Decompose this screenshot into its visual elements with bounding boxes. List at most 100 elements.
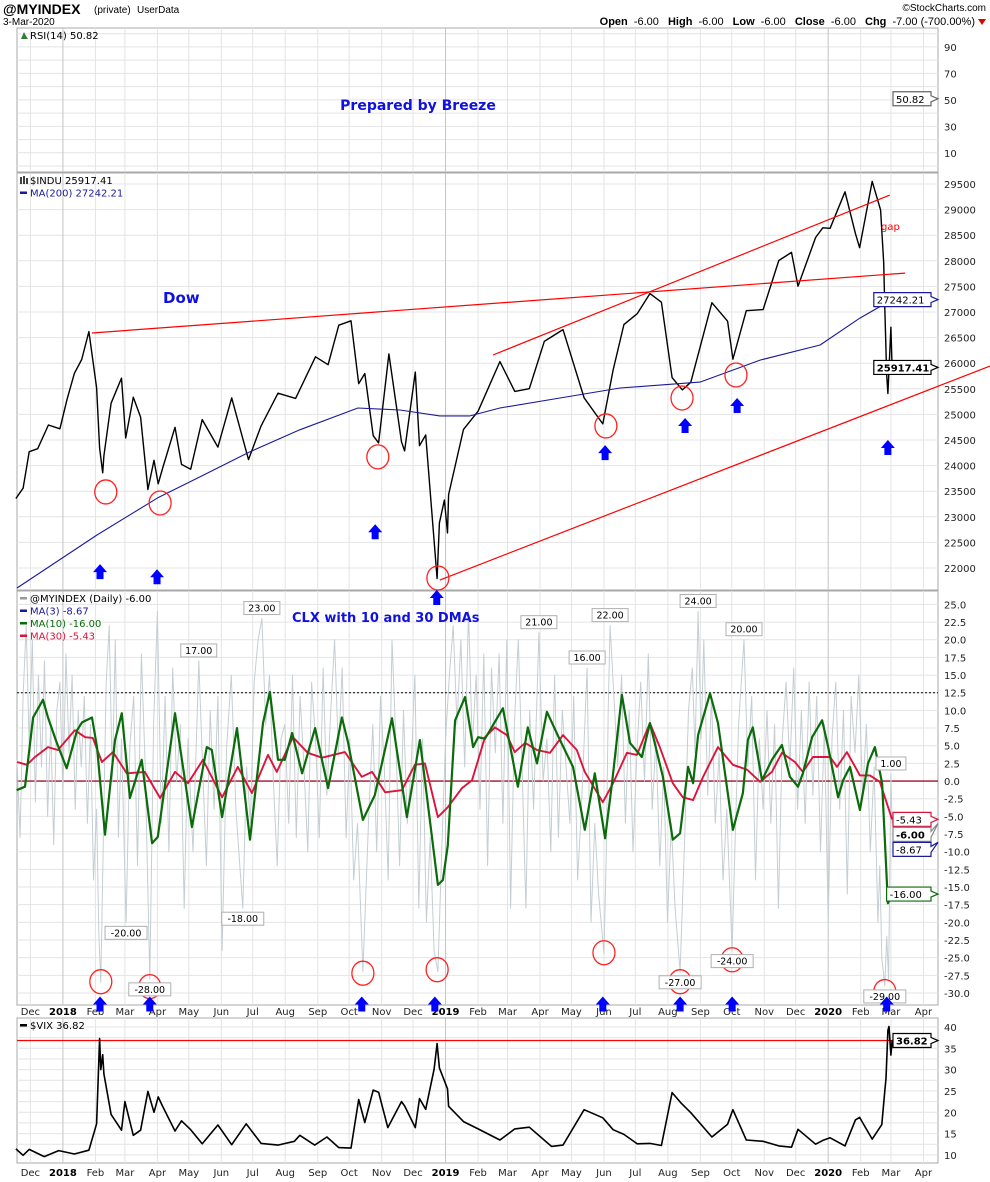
last-value-tag-box	[892, 811, 940, 828]
legend-entry: $INDU 25917.41	[30, 176, 113, 187]
symbol-source: UserData	[137, 5, 180, 16]
up-arrow-icon	[368, 524, 383, 540]
chart-panels: 10 30 50 70 90 RSI(14) 50.82 22000 22500 23000 23…	[15, 27, 990, 1179]
x-axis-month-label: Feb	[469, 1168, 487, 1179]
last-value-tag: -8.67	[892, 841, 939, 858]
value-label: -20.00	[104, 925, 148, 940]
up-arrow-icon	[595, 996, 610, 1012]
x-axis-month-label: Apr	[149, 1168, 167, 1179]
last-value-tag-box	[892, 841, 939, 858]
copyright[interactable]: ©StockCharts.com	[902, 3, 986, 14]
y-tick-label: 30	[944, 122, 957, 133]
last-value-tag-box	[873, 291, 940, 308]
value-label: 22.00	[591, 608, 629, 623]
x-axis-month-label: Feb	[87, 1007, 105, 1018]
y-tick-label: 2.5	[944, 759, 960, 770]
x-axis-month-label: May	[178, 1168, 199, 1179]
value-label-text: -27.00	[665, 978, 696, 989]
x-axis-month-label: 2019	[432, 1007, 460, 1018]
x-axis-month-label: Jun	[595, 1007, 612, 1018]
value-label: -18.00	[221, 911, 265, 926]
x-axis-month-label: Dec	[786, 1168, 805, 1179]
up-arrow-icon	[142, 996, 157, 1012]
value-label-text: 22.00	[596, 611, 623, 622]
x-axis-month-label: Oct	[723, 1168, 740, 1179]
y-tick-label: 7.5	[944, 724, 960, 735]
x-axis-month-label: Feb	[852, 1007, 870, 1018]
value-label-text: 16.00	[574, 653, 601, 664]
value-label-box	[221, 911, 265, 926]
y-tick-label: -5.0	[944, 812, 964, 823]
x-axis-month-label: Aug	[275, 1168, 295, 1179]
chart-annotations: Prepared by Breeze Dow gap CLX with 10 a…	[163, 98, 900, 626]
value-label-box	[128, 982, 172, 997]
x-axis-month-label: Oct	[723, 1007, 740, 1018]
y-tick-label: 17.5	[944, 653, 966, 664]
x-axis-month-label: Jun	[213, 1007, 230, 1018]
last-value-tag: 25917.41	[873, 359, 940, 376]
x-axis-month-label: Apr	[531, 1168, 549, 1179]
legend-entry: MA(200) 27242.21	[30, 189, 123, 200]
high-label: High	[668, 16, 693, 28]
up-arrow-icon	[354, 996, 369, 1012]
value-label: 23.00	[243, 601, 281, 616]
chart-header: @MYINDEX (private) UserData 3-Mar-2020 ©…	[3, 1, 986, 28]
x-axis-month-label: 2018	[49, 1007, 77, 1018]
x-axis-month-label: Sep	[691, 1007, 710, 1018]
value-label-text: 24.00	[684, 596, 711, 607]
x-axis-month-label: Nov	[372, 1007, 392, 1018]
panel-clx: -30.0 -27.5 -25.0 -22.5 -20.0 -17.5 -15.0 -12.5…	[16, 590, 970, 1006]
last-value-tag-box	[873, 359, 940, 376]
y-tick-label: -12.5	[944, 865, 970, 876]
overlay-layer: 50.82 27242.21 25917.41 17.00 23.00 -20.00 -28…	[89, 91, 990, 1049]
up-arrow-icon	[93, 564, 108, 580]
up-arrow-icon	[429, 590, 444, 605]
close-label: Close	[795, 16, 825, 28]
y-tick-label: 10.0	[944, 706, 966, 717]
highlight-circle	[366, 444, 390, 470]
x-axis-month-label: Feb	[469, 1007, 487, 1018]
value-label-box	[180, 643, 218, 658]
up-arrow-icon	[598, 445, 613, 461]
x-axis-month-label: Dec	[21, 1168, 40, 1179]
value-label: 21.00	[520, 615, 558, 630]
y-tick-label: 40	[944, 1023, 957, 1034]
down-triangle-icon	[978, 19, 986, 25]
highlight-circle	[351, 960, 375, 986]
highlight-circle	[148, 490, 172, 516]
panel-vix: 10 15 20 25 30 35 40 $VIX 36.82	[15, 1017, 957, 1164]
last-value-tag: -5.43	[892, 811, 940, 828]
y-tick-label: 29000	[944, 206, 976, 217]
legend-swatch	[20, 634, 27, 637]
last-value-tag-text: -6.00	[896, 830, 925, 841]
x-axis-month-label: Aug	[275, 1007, 295, 1018]
y-tick-label: 28500	[944, 231, 976, 242]
y-tick-label: 25.0	[944, 600, 966, 611]
value-label-box	[679, 593, 717, 608]
legend-entry: @MYINDEX (Daily) -6.00	[30, 594, 151, 605]
x-axis-month-label: Dec	[786, 1007, 805, 1018]
last-value-tag-box	[892, 1032, 940, 1049]
rsi-mountain-icon	[21, 32, 28, 39]
y-tick-label: -22.5	[944, 936, 970, 947]
up-arrow-icon	[730, 398, 745, 414]
up-arrow-icon	[93, 996, 108, 1012]
legend-entry: MA(30) -5.43	[30, 632, 95, 643]
y-tick-label: 22500	[944, 538, 976, 549]
x-axis-month-label: Jul	[628, 1168, 641, 1179]
x-axis-month-label: Mar	[498, 1168, 518, 1179]
y-tick-label: 50	[944, 96, 957, 107]
value-label: 20.00	[725, 622, 763, 637]
value-label-text: 23.00	[248, 604, 275, 615]
x-axis-month-label: Mar	[498, 1007, 518, 1018]
legend-entry: MA(10) -16.00	[30, 619, 101, 630]
y-tick-label: 26500	[944, 334, 976, 345]
x-axis-month-label: 2020	[814, 1007, 842, 1018]
y-tick-label: 10	[944, 1151, 957, 1162]
symbol-qualifier: (private)	[94, 5, 131, 16]
trendline	[439, 365, 990, 581]
legend-entry: $VIX 36.82	[30, 1021, 85, 1032]
value-label-box	[591, 608, 629, 623]
highlight-circle	[94, 479, 118, 505]
